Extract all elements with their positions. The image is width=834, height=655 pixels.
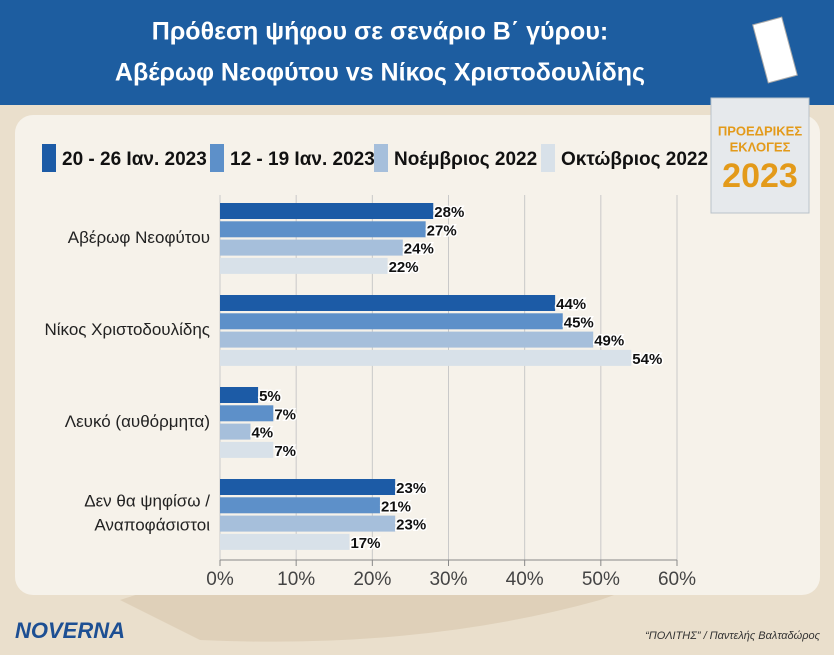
- chart-title: Πρόθεση ψήφου σε σενάριο Β΄ γύρου:: [152, 18, 608, 46]
- source: “ΠΟΛΙΤΗΣ” / Παντελής Βαλταδώρος: [645, 630, 821, 642]
- bar: [220, 405, 274, 422]
- value-label: 23%: [396, 480, 426, 497]
- value-label: 24%: [404, 241, 434, 258]
- bar: [220, 515, 396, 532]
- x-tick-label: 40%: [506, 569, 544, 590]
- legend-swatch: [374, 144, 388, 172]
- y-tick-label: Δεν θα ψηφίσω / Αναποφάσιστοι: [84, 492, 210, 535]
- bar: [220, 295, 556, 311]
- bar: [220, 497, 380, 514]
- value-label: 23%: [396, 517, 426, 534]
- legend-swatch: [541, 144, 555, 172]
- value-label: 49%: [594, 333, 624, 350]
- legend-label: 12 - 19 Ιαν. 2023: [230, 149, 375, 170]
- value-label: 21%: [381, 498, 411, 515]
- bar: [220, 479, 396, 495]
- x-tick-label: 10%: [277, 569, 315, 590]
- map-shape: [120, 470, 780, 642]
- badge-year: 2023: [722, 157, 798, 195]
- ballot-box: [710, 97, 810, 214]
- bar: [220, 257, 388, 274]
- legend-swatch: [210, 144, 224, 172]
- value-label: 17%: [350, 535, 380, 552]
- x-tick-label: 60%: [658, 569, 696, 590]
- legend-swatch: [42, 144, 56, 172]
- header: [0, 0, 834, 105]
- x-tick-label: 0%: [206, 569, 234, 590]
- y-tick-label: Αβέρωφ Νεοφύτου: [68, 228, 210, 247]
- bar: [220, 203, 434, 219]
- badge-line: ΕΚΛΟΓΕΣ: [730, 139, 791, 154]
- value-label: 54%: [632, 351, 662, 368]
- value-label: 7%: [274, 443, 296, 460]
- value-label: 4%: [251, 425, 273, 442]
- legend-label: Νοέμβριος 2022: [394, 149, 537, 170]
- value-label: 7%: [274, 406, 296, 423]
- y-tick-label: Νίκος Χριστοδουλίδης: [44, 320, 210, 339]
- bar: [220, 533, 350, 550]
- legend-label: 20 - 26 Ιαν. 2023: [62, 149, 207, 170]
- chart-subtitle: Αβέρωφ Νεοφύτου vs Νίκος Χριστοδουλίδης: [115, 59, 645, 87]
- badge-line: ΠΡΟΕΔΡΙΚΕΣ: [718, 123, 803, 138]
- ballot: [752, 16, 798, 84]
- bar: [220, 313, 563, 330]
- legend-label: Οκτώβριος 2022: [561, 149, 708, 170]
- value-label: 27%: [427, 222, 457, 239]
- value-label: 5%: [259, 388, 281, 405]
- y-tick-label: Λευκό (αυθόρμητα): [65, 412, 210, 431]
- bar: [220, 221, 426, 238]
- value-label: 28%: [434, 204, 464, 221]
- bar: [220, 387, 259, 403]
- x-tick-label: 50%: [582, 569, 620, 590]
- x-tick-label: 30%: [429, 569, 467, 590]
- bar: [220, 349, 632, 366]
- bar: [220, 331, 594, 348]
- value-label: 44%: [556, 296, 586, 313]
- bar: [220, 239, 403, 256]
- value-label: 45%: [564, 314, 594, 331]
- x-tick-label: 20%: [353, 569, 391, 590]
- logo: NOVERNA: [15, 618, 125, 643]
- value-label: 22%: [389, 259, 419, 276]
- bar: [220, 423, 251, 440]
- bar: [220, 441, 274, 458]
